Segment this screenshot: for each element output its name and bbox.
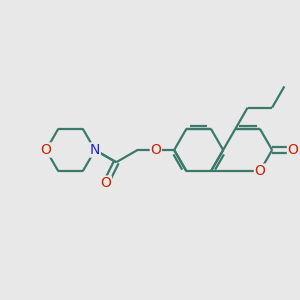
Text: O: O (40, 143, 52, 157)
Text: O: O (287, 143, 298, 157)
Text: O: O (150, 143, 161, 157)
Text: N: N (90, 143, 100, 157)
Text: O: O (100, 176, 111, 190)
Text: O: O (254, 164, 265, 178)
